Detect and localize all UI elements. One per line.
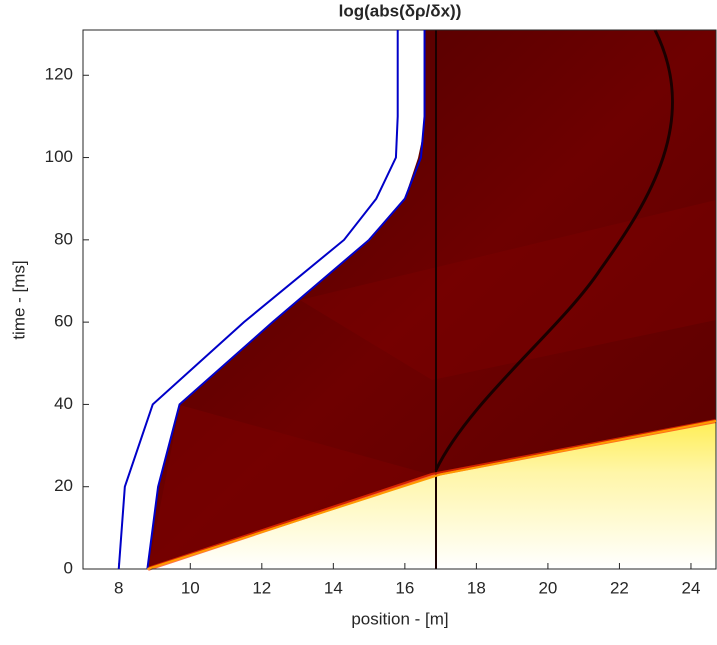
x-tick-label: 8 <box>114 578 123 597</box>
chart-title: log(abs(δρ/δx)) <box>339 1 462 20</box>
y-tick-label: 20 <box>54 476 73 495</box>
axes-box <box>82 29 717 570</box>
y-axis-label: time - [ms] <box>9 260 28 339</box>
x-tick-label: 16 <box>395 578 414 597</box>
line <box>146 30 426 570</box>
y-tick-label: 100 <box>45 147 73 166</box>
y-tick-label: 120 <box>45 65 73 84</box>
y-tick-label: 80 <box>54 229 73 248</box>
heatmap <box>147 29 717 571</box>
x-tick-label: 12 <box>252 578 271 597</box>
x-tick-label: 18 <box>467 578 486 597</box>
y-tick-label: 0 <box>64 558 73 577</box>
line <box>147 419 717 570</box>
line <box>117 30 399 570</box>
y-tick-label: 40 <box>54 394 73 413</box>
x-tick-label: 22 <box>610 578 629 597</box>
x-tick-label: 20 <box>538 578 557 597</box>
x-axis-label: position - [m] <box>351 609 448 628</box>
x-tick-label: 14 <box>324 578 343 597</box>
y-tick-label: 60 <box>54 312 73 331</box>
x-tick-label: 24 <box>682 578 701 597</box>
x-tick-label: 10 <box>181 578 200 597</box>
